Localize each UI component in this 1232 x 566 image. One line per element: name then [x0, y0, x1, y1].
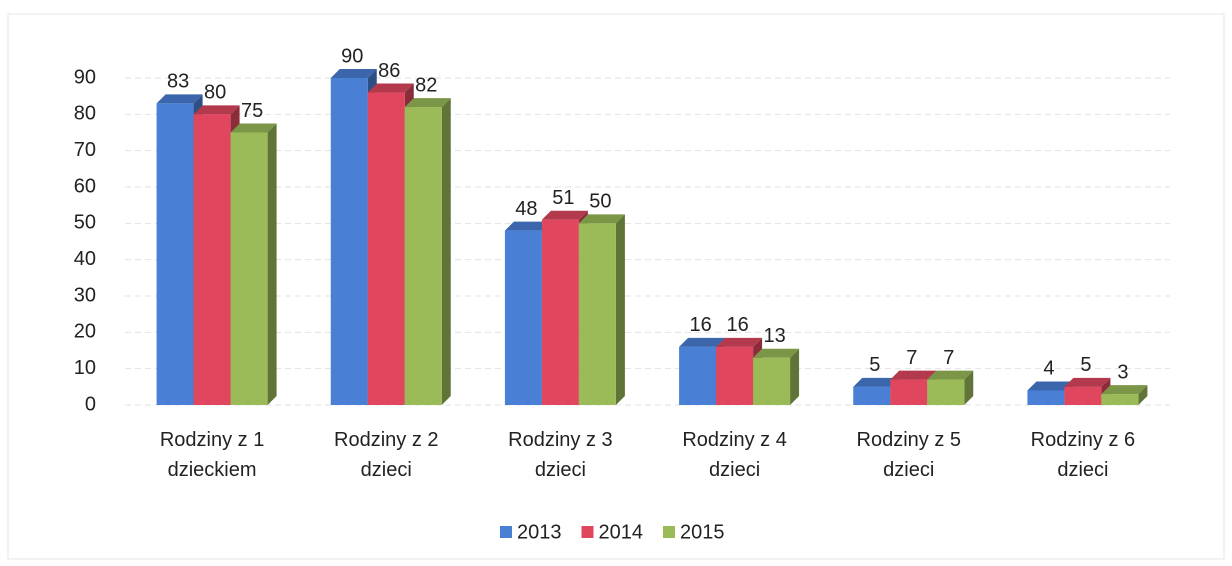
legend-swatch: [663, 526, 675, 538]
bar-side: [790, 348, 800, 405]
bar: [330, 78, 368, 405]
data-label: 5: [869, 354, 880, 376]
bar-side: [615, 214, 625, 405]
bar-side: [267, 123, 277, 405]
bar-top: [890, 370, 937, 380]
bar-top: [1101, 385, 1148, 395]
x-tick-label: Rodziny z 2 dzieci: [334, 429, 439, 481]
data-label: 80: [204, 82, 226, 104]
bar: [230, 132, 268, 405]
bar: [1064, 386, 1102, 405]
data-label: 7: [906, 347, 917, 369]
legend-label: 2015: [680, 521, 725, 543]
bar-top: [853, 377, 900, 387]
data-label: 5: [1080, 354, 1091, 376]
bar-top: [193, 105, 240, 115]
x-tick-label: Rodziny z 3 dzieci: [508, 429, 613, 481]
bar-top: [927, 370, 974, 380]
x-tick-label: Rodziny z 4 dzieci: [682, 429, 787, 481]
bar: [890, 379, 928, 405]
y-tick-label: 70: [74, 139, 96, 161]
bar-top: [578, 214, 625, 224]
data-label: 16: [726, 314, 748, 336]
bar: [853, 386, 891, 405]
y-tick-label: 80: [74, 103, 96, 125]
legend-swatch: [581, 526, 594, 538]
bar-top: [679, 337, 726, 347]
bar-side: [964, 370, 974, 405]
bar: [541, 219, 579, 405]
data-label: 7: [943, 347, 954, 369]
bar-side: [1138, 385, 1148, 405]
data-label: 50: [589, 191, 611, 213]
legend-label: 2013: [517, 521, 562, 543]
bar: [504, 230, 542, 405]
x-tick-label: Rodziny z 1 dzieckiem: [159, 429, 265, 481]
bar: [716, 346, 754, 405]
data-label: 82: [415, 74, 437, 96]
bar: [578, 223, 616, 405]
data-label: 51: [552, 187, 574, 209]
y-tick-label: 30: [74, 284, 96, 306]
bar: [193, 114, 231, 405]
bar: [1027, 390, 1065, 405]
bar: [156, 103, 194, 405]
bar: [1101, 394, 1139, 405]
y-tick-label: 60: [74, 175, 96, 197]
data-label: 4: [1043, 358, 1054, 380]
bar-top: [541, 210, 588, 220]
data-label: 75: [241, 100, 263, 122]
bar-top: [504, 221, 551, 231]
y-tick-label: 90: [74, 66, 96, 88]
data-label: 90: [341, 45, 363, 67]
bar-top: [367, 83, 414, 93]
bar-side: [441, 98, 451, 406]
x-tick-label: Rodziny z 5 dzieci: [856, 429, 962, 481]
legend-label: 2014: [599, 521, 644, 543]
data-label: 48: [515, 198, 537, 220]
bar: [367, 92, 405, 406]
y-tick-label: 40: [74, 248, 96, 270]
bar-top: [1064, 377, 1111, 387]
data-label: 13: [763, 325, 785, 347]
y-tick-label: 50: [74, 212, 96, 234]
bar-top: [230, 123, 277, 133]
y-tick-label: 20: [74, 321, 96, 343]
bar-top: [156, 94, 203, 104]
data-label: 86: [378, 60, 400, 82]
y-tick-label: 10: [74, 357, 96, 379]
bar-top: [716, 337, 763, 347]
bar-top: [753, 348, 800, 358]
bar-top: [1027, 381, 1074, 391]
bar-top: [330, 69, 377, 78]
legend-swatch: [500, 526, 512, 538]
data-label: 3: [1117, 361, 1128, 383]
chart-border: [7, 13, 1225, 560]
data-label: 83: [167, 71, 189, 93]
x-tick-label: Rodziny z 6 dzieci: [1030, 429, 1136, 481]
bar: [927, 379, 965, 405]
bar: [753, 357, 791, 405]
data-label: 16: [689, 314, 711, 336]
bar: [679, 346, 717, 405]
bar-top: [404, 98, 451, 108]
y-tick-label: 0: [85, 393, 96, 415]
bar: [404, 107, 442, 406]
